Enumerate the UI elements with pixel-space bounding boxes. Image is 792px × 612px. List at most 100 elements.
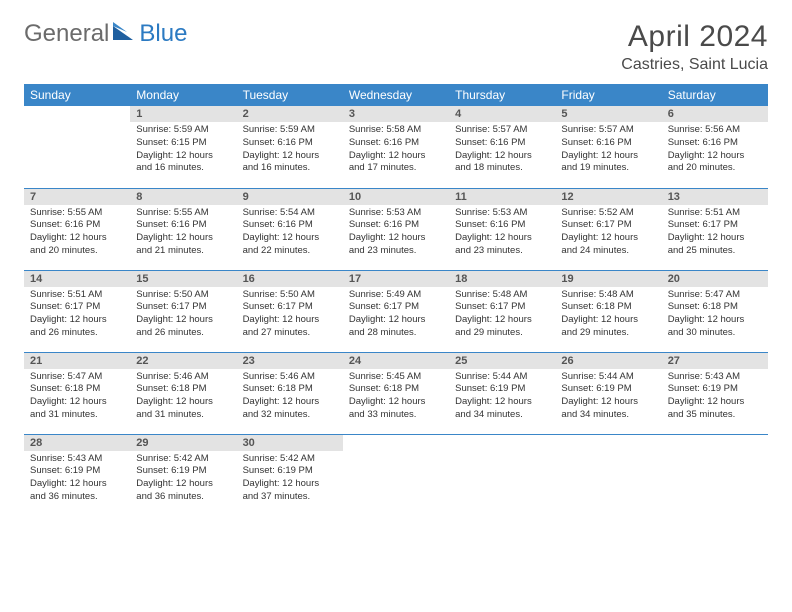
- sunset-text: Sunset: 6:18 PM: [243, 383, 337, 396]
- sunrise-text: Sunrise: 5:44 AM: [455, 371, 549, 384]
- sunset-text: Sunset: 6:16 PM: [349, 219, 443, 232]
- sunset-text: Sunset: 6:19 PM: [561, 383, 655, 396]
- sunrise-text: Sunrise: 5:58 AM: [349, 124, 443, 137]
- day-details: Sunrise: 5:53 AMSunset: 6:16 PMDaylight:…: [343, 205, 449, 262]
- sunset-text: Sunset: 6:16 PM: [30, 219, 124, 232]
- day-number: 6: [662, 106, 768, 122]
- sunset-text: Sunset: 6:17 PM: [30, 301, 124, 314]
- sunset-text: Sunset: 6:16 PM: [136, 219, 230, 232]
- sunset-text: Sunset: 6:15 PM: [136, 137, 230, 150]
- day-details: Sunrise: 5:48 AMSunset: 6:17 PMDaylight:…: [449, 287, 555, 344]
- sunrise-text: Sunrise: 5:51 AM: [30, 289, 124, 302]
- daylight-text: Daylight: 12 hours and 34 minutes.: [455, 396, 549, 422]
- day-number: 12: [555, 189, 661, 205]
- daylight-text: Daylight: 12 hours and 16 minutes.: [243, 150, 337, 176]
- day-number: 24: [343, 353, 449, 369]
- day-details: Sunrise: 5:44 AMSunset: 6:19 PMDaylight:…: [555, 369, 661, 426]
- sunrise-text: Sunrise: 5:57 AM: [455, 124, 549, 137]
- daylight-text: Daylight: 12 hours and 32 minutes.: [243, 396, 337, 422]
- day-number: 19: [555, 271, 661, 287]
- sunrise-text: Sunrise: 5:53 AM: [455, 207, 549, 220]
- calendar-cell: 26Sunrise: 5:44 AMSunset: 6:19 PMDayligh…: [555, 352, 661, 434]
- day-details: Sunrise: 5:48 AMSunset: 6:18 PMDaylight:…: [555, 287, 661, 344]
- calendar-cell: 15Sunrise: 5:50 AMSunset: 6:17 PMDayligh…: [130, 270, 236, 352]
- day-number: 17: [343, 271, 449, 287]
- day-number: 8: [130, 189, 236, 205]
- day-number: 27: [662, 353, 768, 369]
- sunrise-text: Sunrise: 5:55 AM: [136, 207, 230, 220]
- sunset-text: Sunset: 6:18 PM: [136, 383, 230, 396]
- day-number: 9: [237, 189, 343, 205]
- calendar-row: 14Sunrise: 5:51 AMSunset: 6:17 PMDayligh…: [24, 270, 768, 352]
- day-details: Sunrise: 5:43 AMSunset: 6:19 PMDaylight:…: [662, 369, 768, 426]
- calendar-cell: 28Sunrise: 5:43 AMSunset: 6:19 PMDayligh…: [24, 434, 130, 516]
- sunrise-text: Sunrise: 5:42 AM: [136, 453, 230, 466]
- sunrise-text: Sunrise: 5:59 AM: [136, 124, 230, 137]
- day-details: Sunrise: 5:46 AMSunset: 6:18 PMDaylight:…: [130, 369, 236, 426]
- daylight-text: Daylight: 12 hours and 19 minutes.: [561, 150, 655, 176]
- calendar-cell: [24, 106, 130, 188]
- day-details: Sunrise: 5:53 AMSunset: 6:16 PMDaylight:…: [449, 205, 555, 262]
- day-details: Sunrise: 5:51 AMSunset: 6:17 PMDaylight:…: [662, 205, 768, 262]
- day-details: Sunrise: 5:49 AMSunset: 6:17 PMDaylight:…: [343, 287, 449, 344]
- month-title: April 2024: [621, 20, 768, 54]
- calendar-cell: 24Sunrise: 5:45 AMSunset: 6:18 PMDayligh…: [343, 352, 449, 434]
- sunset-text: Sunset: 6:19 PM: [243, 465, 337, 478]
- sunset-text: Sunset: 6:16 PM: [668, 137, 762, 150]
- sunrise-text: Sunrise: 5:46 AM: [136, 371, 230, 384]
- daylight-text: Daylight: 12 hours and 29 minutes.: [455, 314, 549, 340]
- day-number: 5: [555, 106, 661, 122]
- sunset-text: Sunset: 6:17 PM: [243, 301, 337, 314]
- sunset-text: Sunset: 6:16 PM: [561, 137, 655, 150]
- day-number: 3: [343, 106, 449, 122]
- calendar-cell: 18Sunrise: 5:48 AMSunset: 6:17 PMDayligh…: [449, 270, 555, 352]
- day-number: 10: [343, 189, 449, 205]
- day-number: 2: [237, 106, 343, 122]
- calendar-cell: 16Sunrise: 5:50 AMSunset: 6:17 PMDayligh…: [237, 270, 343, 352]
- day-number: 22: [130, 353, 236, 369]
- weekday-header: Sunday: [24, 84, 130, 106]
- sunset-text: Sunset: 6:17 PM: [668, 219, 762, 232]
- daylight-text: Daylight: 12 hours and 25 minutes.: [668, 232, 762, 258]
- sunrise-text: Sunrise: 5:44 AM: [561, 371, 655, 384]
- day-number: 15: [130, 271, 236, 287]
- day-details: Sunrise: 5:46 AMSunset: 6:18 PMDaylight:…: [237, 369, 343, 426]
- calendar-cell: 20Sunrise: 5:47 AMSunset: 6:18 PMDayligh…: [662, 270, 768, 352]
- sunrise-text: Sunrise: 5:51 AM: [668, 207, 762, 220]
- sunrise-text: Sunrise: 5:53 AM: [349, 207, 443, 220]
- daylight-text: Daylight: 12 hours and 37 minutes.: [243, 478, 337, 504]
- sunrise-text: Sunrise: 5:47 AM: [30, 371, 124, 384]
- sunset-text: Sunset: 6:19 PM: [668, 383, 762, 396]
- day-number: 13: [662, 189, 768, 205]
- sunset-text: Sunset: 6:16 PM: [243, 137, 337, 150]
- day-details: Sunrise: 5:43 AMSunset: 6:19 PMDaylight:…: [24, 451, 130, 508]
- sunrise-text: Sunrise: 5:55 AM: [30, 207, 124, 220]
- logo: General Blue: [24, 20, 187, 48]
- sunrise-text: Sunrise: 5:50 AM: [243, 289, 337, 302]
- calendar-cell: 14Sunrise: 5:51 AMSunset: 6:17 PMDayligh…: [24, 270, 130, 352]
- daylight-text: Daylight: 12 hours and 22 minutes.: [243, 232, 337, 258]
- calendar-cell: 23Sunrise: 5:46 AMSunset: 6:18 PMDayligh…: [237, 352, 343, 434]
- day-details: Sunrise: 5:56 AMSunset: 6:16 PMDaylight:…: [662, 122, 768, 179]
- day-number: [555, 435, 661, 439]
- day-number: 28: [24, 435, 130, 451]
- daylight-text: Daylight: 12 hours and 28 minutes.: [349, 314, 443, 340]
- weekday-header-row: Sunday Monday Tuesday Wednesday Thursday…: [24, 84, 768, 106]
- weekday-header: Tuesday: [237, 84, 343, 106]
- calendar-cell: [662, 434, 768, 516]
- weekday-header: Thursday: [449, 84, 555, 106]
- day-number: 25: [449, 353, 555, 369]
- daylight-text: Daylight: 12 hours and 34 minutes.: [561, 396, 655, 422]
- sunrise-text: Sunrise: 5:48 AM: [455, 289, 549, 302]
- sunset-text: Sunset: 6:18 PM: [561, 301, 655, 314]
- day-details: Sunrise: 5:55 AMSunset: 6:16 PMDaylight:…: [24, 205, 130, 262]
- day-details: Sunrise: 5:42 AMSunset: 6:19 PMDaylight:…: [237, 451, 343, 508]
- daylight-text: Daylight: 12 hours and 36 minutes.: [30, 478, 124, 504]
- day-number: 18: [449, 271, 555, 287]
- sunrise-text: Sunrise: 5:48 AM: [561, 289, 655, 302]
- day-number: 4: [449, 106, 555, 122]
- day-details: Sunrise: 5:54 AMSunset: 6:16 PMDaylight:…: [237, 205, 343, 262]
- daylight-text: Daylight: 12 hours and 18 minutes.: [455, 150, 549, 176]
- sunset-text: Sunset: 6:16 PM: [455, 219, 549, 232]
- location: Castries, Saint Lucia: [621, 56, 768, 74]
